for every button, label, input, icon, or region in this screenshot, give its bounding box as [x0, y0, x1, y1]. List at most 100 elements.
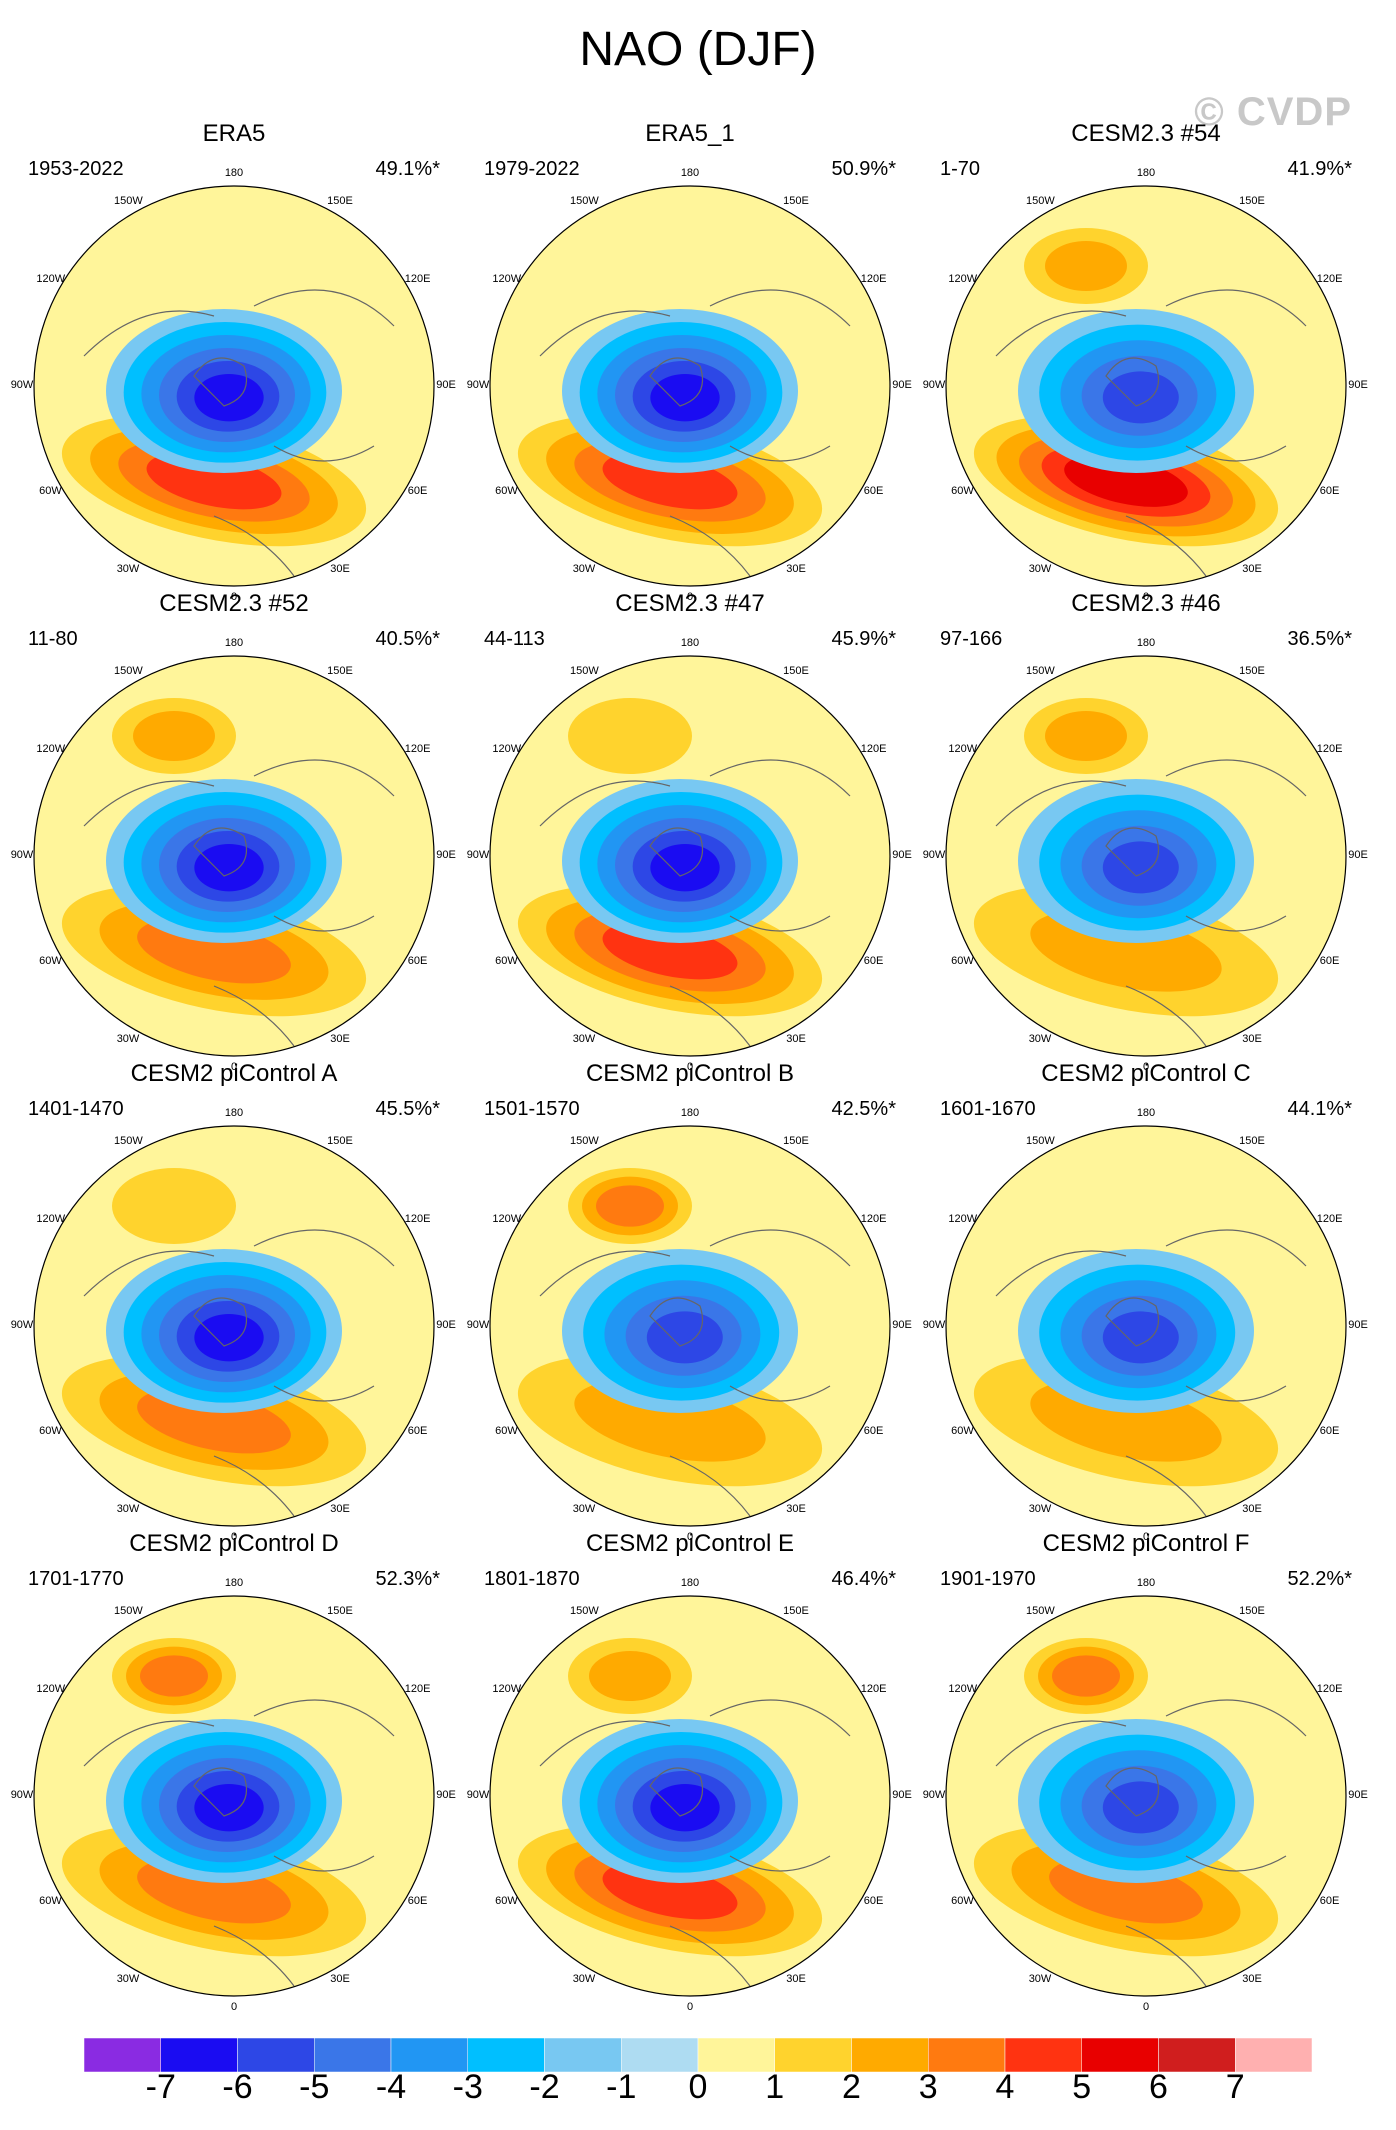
panel-title: CESM2.3 #47 [615, 590, 765, 617]
longitude-label: 60W [39, 1425, 62, 1437]
longitude-label: 90E [1348, 379, 1368, 391]
longitude-label: 150W [570, 665, 599, 678]
coastline [1105, 1767, 1160, 1817]
panel-percent-variance: 49.1%* [375, 158, 441, 180]
panel-percent-variance: 52.2%* [1287, 1568, 1353, 1590]
longitude-label: 120W [948, 1683, 978, 1695]
map-border [33, 655, 435, 1057]
negative-contour [1102, 841, 1179, 894]
coastline [253, 289, 395, 327]
polar-map [489, 1125, 891, 1527]
coastline [1105, 1297, 1160, 1347]
longitude-label: 90E [892, 849, 912, 861]
longitude-label: 0 [1142, 1531, 1150, 1543]
polar-map [33, 1125, 435, 1527]
coastline [273, 1855, 375, 1872]
colorbar-tick-label: -6 [222, 2068, 253, 2106]
colorbar-tick-label: 5 [1072, 2068, 1092, 2106]
colorbar-tick-label: 0 [688, 2068, 708, 2106]
panel-percent-variance: 42.5%* [831, 1098, 897, 1120]
longitude-label: 30W [116, 1502, 140, 1515]
longitude-label: 0 [230, 2001, 238, 2013]
longitude-label: 90W [466, 379, 490, 391]
polar-map [33, 655, 435, 1057]
longitude-label: 90E [1348, 1789, 1368, 1801]
coastline [669, 1455, 751, 1517]
longitude-label: 150E [783, 1605, 809, 1618]
longitude-label: 150W [1026, 1135, 1055, 1148]
polar-map [945, 1125, 1347, 1527]
longitude-label: 60W [495, 955, 518, 967]
coastline [1185, 915, 1287, 932]
map-border [945, 655, 1347, 1057]
longitude-label: 60E [863, 1895, 884, 1907]
longitude-label: 30W [572, 1972, 596, 1985]
longitude-label: 150W [1026, 665, 1055, 678]
coastline [729, 445, 831, 462]
longitude-label: 120E [404, 1213, 431, 1225]
longitude-label: 60E [863, 485, 884, 497]
longitude-label: 120W [36, 1213, 66, 1225]
longitude-label: 90W [10, 849, 34, 861]
coastline [729, 915, 831, 932]
longitude-label: 180 [680, 637, 700, 649]
longitude-label: 90E [892, 379, 912, 391]
longitude-label: 60W [951, 1425, 974, 1437]
panel-percent-variance: 40.5%* [375, 628, 441, 650]
longitude-label: 60E [1319, 1895, 1340, 1907]
panel-period: 1953-2022 [28, 158, 124, 180]
coastline [1125, 515, 1207, 577]
longitude-label: 60E [407, 1425, 428, 1437]
colorbar-swatch [851, 2038, 929, 2072]
coastline [1165, 1229, 1307, 1267]
negative-contour [650, 1784, 720, 1832]
coastline [1125, 1455, 1207, 1517]
polar-map [945, 655, 1347, 1057]
negative-contour [194, 1784, 264, 1832]
colorbar-tick-label: -5 [299, 2068, 330, 2106]
map-border [489, 1595, 891, 1997]
coastline [193, 1297, 248, 1347]
panel-percent-variance: 36.5%* [1287, 628, 1353, 650]
map-panel: ERA5_1 1979-2022 50.9%* 180 150E 120E 90E 60E 30… [467, 120, 912, 603]
longitude-label: 30E [1242, 1032, 1262, 1045]
longitude-label: 30W [572, 562, 596, 575]
longitude-label: 120E [860, 1213, 887, 1225]
longitude-label: 60E [1319, 485, 1340, 497]
coastline [273, 1385, 375, 1402]
polar-map [489, 655, 891, 1057]
map-border [945, 1125, 1347, 1527]
colorbar-tick-label: -7 [145, 2068, 176, 2106]
colorbar-tick-label: 1 [765, 2068, 785, 2106]
longitude-label: 60E [407, 1895, 428, 1907]
longitude-label: 30W [572, 1502, 596, 1515]
colorbar-swatch [621, 2038, 699, 2072]
colorbar-tick-label: -4 [375, 2068, 407, 2106]
longitude-label: 90W [10, 1789, 34, 1801]
map-border [945, 1595, 1347, 1997]
positive-contour [140, 1655, 208, 1697]
polar-map [489, 1595, 891, 1997]
panel-title: CESM2 piControl D [129, 1530, 339, 1557]
panel-percent-variance: 41.9%* [1287, 158, 1353, 180]
longitude-label: 0 [1142, 2001, 1150, 2013]
coastline [729, 1385, 831, 1402]
longitude-label: 120W [492, 743, 522, 755]
colorbar-tick-label: 6 [1149, 2068, 1168, 2106]
panel-title: CESM2 piControl A [130, 1060, 338, 1087]
panel-title: CESM2.3 #52 [159, 590, 309, 617]
longitude-label: 90W [922, 849, 946, 861]
longitude-label: 60W [39, 485, 62, 497]
colorbar-swatch [1235, 2038, 1312, 2072]
longitude-label: 30E [786, 562, 806, 575]
coastline [649, 357, 704, 407]
longitude-label: 30E [330, 1032, 350, 1045]
longitude-label: 0 [686, 1061, 694, 1073]
longitude-label: 30W [1028, 1032, 1052, 1045]
colorbar-tick-label: 7 [1225, 2068, 1245, 2106]
coastline [539, 780, 671, 827]
longitude-label: 90E [436, 1789, 456, 1801]
longitude-label: 150W [1026, 1605, 1055, 1618]
coastline [83, 1250, 215, 1297]
longitude-label: 120E [404, 273, 431, 285]
